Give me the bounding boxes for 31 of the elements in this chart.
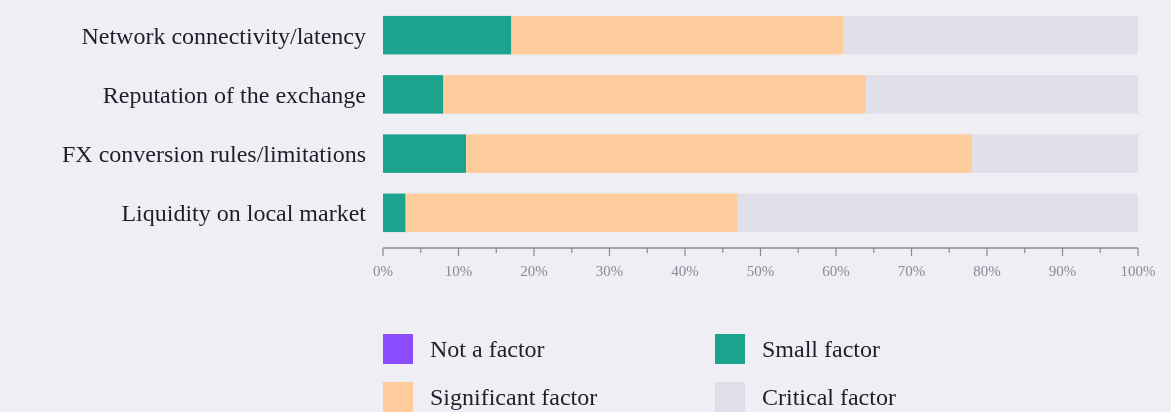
y-tick-label: FX conversion rules/limitations bbox=[62, 141, 366, 168]
x-tick-label: 90% bbox=[1048, 263, 1077, 279]
y-tick-label: Reputation of the exchange bbox=[102, 81, 366, 108]
legend-label: Significant factor bbox=[430, 384, 598, 411]
x-tick-label: 50% bbox=[746, 263, 775, 279]
bar bbox=[737, 193, 1138, 233]
x-tick-label: 80% bbox=[973, 263, 1001, 279]
legend-label: Not a factor bbox=[430, 336, 545, 363]
x-tick-label: 20% bbox=[520, 263, 548, 279]
bar bbox=[443, 75, 867, 114]
x-tick-label: 40% bbox=[671, 263, 699, 279]
y-tick-label: Liquidity on local market bbox=[121, 200, 367, 227]
bar bbox=[971, 134, 1138, 173]
x-tick-label: 0% bbox=[373, 263, 393, 279]
bar bbox=[405, 193, 738, 233]
x-tick-label: 60% bbox=[822, 263, 850, 279]
bar bbox=[383, 75, 444, 114]
bar bbox=[383, 193, 406, 233]
legend-label: Critical factor bbox=[762, 384, 896, 411]
legend-label: Small factor bbox=[762, 336, 880, 363]
x-tick-label: 10% bbox=[444, 263, 473, 279]
bar bbox=[466, 134, 972, 173]
bar bbox=[866, 75, 1138, 114]
x-tick-label: 70% bbox=[897, 263, 926, 279]
bar bbox=[511, 15, 844, 55]
x-tick-label: 30% bbox=[595, 263, 624, 279]
y-tick-label: Network connectivity/latency bbox=[81, 22, 366, 49]
x-tick-label: 100% bbox=[1120, 263, 1156, 279]
bar bbox=[383, 15, 512, 55]
bar bbox=[383, 134, 467, 173]
bar bbox=[843, 15, 1138, 55]
